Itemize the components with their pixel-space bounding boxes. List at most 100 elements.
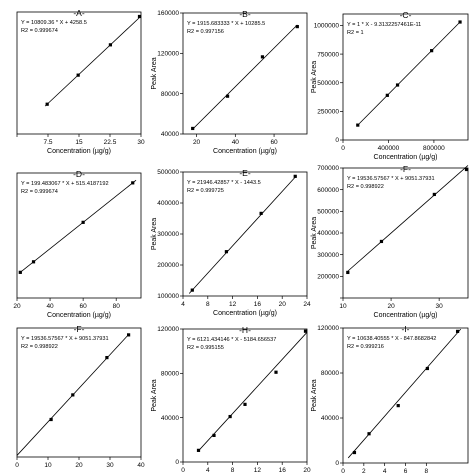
- chart-panel-5: -E- Y = 21946.42857 * X - 1443.5 R2 = 0.99…: [151, 168, 311, 317]
- y-tick-label: 0: [335, 137, 339, 144]
- plot-frame: [342, 13, 469, 141]
- x-tick-label: 7.5: [43, 139, 52, 146]
- plot-frame: [182, 328, 308, 463]
- r-squared-label: R2 = 1: [347, 30, 364, 36]
- chart-panel-7: -F- Y = 19536.57567 * X + 9051.37931 R2 = …: [15, 324, 145, 469]
- y-axis-label: Peak Area: [151, 218, 158, 250]
- data-point: [367, 432, 371, 436]
- chart-panel-1: -A- Y = 10809.36 * X + 4258.5 R2 = 0.99967…: [16, 8, 145, 155]
- chart-panel-3: -C- Y = 1 * X - 9.3132257461E-11 R2 = 1 0 40…: [311, 10, 469, 161]
- x-tick-label: 60: [80, 303, 88, 310]
- data-point: [105, 355, 109, 360]
- data-point: [137, 14, 142, 19]
- y-axis-label: Peak Area: [311, 217, 318, 249]
- x-axis-label: Concentration (µg/g): [47, 148, 111, 155]
- regression-line: [188, 175, 297, 294]
- regression-equation: Y = 199.483067 * X + 515.4187192: [21, 181, 109, 187]
- x-tick-label: 2: [362, 468, 366, 474]
- data-point: [225, 94, 230, 98]
- x-tick-label: 40: [46, 303, 54, 310]
- x-tick-label: 800000: [423, 145, 445, 152]
- regression-equation: Y = 10638.40555 * X - 847.8682842: [347, 336, 436, 342]
- y-tick-label: 80000: [161, 91, 179, 98]
- data-point: [31, 260, 36, 264]
- regression-equation: Y = 1915.683333 * X + 10285.5: [187, 21, 265, 27]
- data-point: [425, 366, 429, 371]
- x-axis-label: Concentration (µg/g): [374, 154, 438, 161]
- y-tick-label: 100000: [157, 293, 179, 300]
- y-tick-label: 400000: [157, 200, 179, 207]
- chart-title: -C-: [400, 10, 412, 20]
- y-tick-label: 120000: [317, 325, 339, 332]
- chart-panel-6: -F- Y = 19536.57567 * X + 9051.37931 R2 = …: [311, 164, 469, 319]
- regression-line: [192, 24, 298, 130]
- x-tick-label: 20: [279, 301, 287, 308]
- chart-title: -B-: [239, 9, 251, 19]
- y-tick-label: 300000: [157, 231, 179, 238]
- data-point: [224, 250, 228, 254]
- chart-panel-9: -I- Y = 10638.40555 * X - 847.8682842 R2 =…: [311, 324, 469, 474]
- x-tick-label: 40: [232, 139, 240, 146]
- r-squared-label: R2 = 0.999674: [21, 189, 58, 195]
- regression-equation: Y = 10809.36 * X + 4258.5: [21, 20, 87, 26]
- r-squared-label: R2 = 0.998922: [347, 184, 384, 190]
- y-tick-label: 80000: [321, 370, 339, 377]
- data-point: [260, 55, 265, 59]
- x-axis-label: Concentration (µg/g): [374, 312, 438, 319]
- x-tick-label: 0: [181, 467, 185, 474]
- chart-panel-8: -H- Y = 6121.434146 * X - 5184.656537 R2 =…: [151, 325, 311, 474]
- y-axis-label: Peak Area: [311, 379, 318, 411]
- x-tick-label: 0: [15, 462, 19, 469]
- r-squared-label: R2 = 0.995155: [187, 345, 224, 351]
- x-tick-label: 8: [425, 468, 429, 474]
- data-point: [127, 333, 131, 337]
- chart-title: -I-: [401, 324, 409, 334]
- y-tick-label: 500000: [157, 169, 179, 176]
- x-tick-label: 20: [193, 139, 201, 146]
- data-point: [293, 174, 297, 178]
- regression-line: [347, 165, 469, 272]
- x-axis-label: Concentration (µg/g): [213, 148, 277, 155]
- x-tick-label: 10: [339, 303, 347, 310]
- y-tick-label: 40000: [161, 415, 179, 422]
- y-tick-label: 1000000: [314, 23, 340, 30]
- plot-frame: [16, 172, 142, 299]
- regression-line: [44, 15, 142, 107]
- x-tick-label: 40: [137, 462, 145, 469]
- chart-title: -A-: [73, 8, 85, 18]
- data-point: [432, 192, 436, 197]
- y-tick-label: 160000: [157, 10, 179, 17]
- y-tick-label: 300000: [317, 252, 339, 259]
- x-tick-label: 22.5: [104, 139, 117, 146]
- x-tick-label: 12: [229, 301, 237, 308]
- data-point: [108, 43, 113, 47]
- regression-equation: Y = 19536.57567 * X + 9051.37931: [21, 336, 109, 342]
- y-tick-label: 500000: [317, 209, 339, 216]
- chart-title: -E-: [239, 168, 251, 178]
- data-point: [385, 93, 389, 97]
- data-point: [430, 49, 434, 53]
- x-tick-label: 4: [383, 468, 387, 474]
- r-squared-label: R2 = 0.997156: [187, 29, 224, 35]
- x-tick-label: 20: [387, 303, 395, 310]
- y-tick-label: 120000: [157, 51, 179, 58]
- x-tick-label: 12: [254, 467, 262, 474]
- data-point: [49, 417, 53, 422]
- y-tick-label: 0: [335, 460, 339, 467]
- regression-equation: Y = 6121.434146 * X - 5184.656537: [187, 337, 276, 343]
- y-tick-label: 250000: [317, 109, 339, 116]
- y-axis-label: Peak Area: [151, 57, 158, 89]
- x-tick-label: 60: [270, 139, 278, 146]
- plot-frame: [182, 12, 308, 135]
- regression-equation: Y = 1 * X - 9.3132257461E-11: [347, 22, 421, 28]
- x-tick-label: 4: [206, 467, 210, 474]
- data-point: [131, 181, 135, 185]
- x-tick-label: 4: [181, 301, 185, 308]
- r-squared-label: R2 = 0.999725: [187, 188, 224, 194]
- regression-equation: Y = 19536.57567 * X + 9051.37931: [347, 176, 435, 182]
- data-point: [379, 239, 384, 244]
- data-point: [190, 288, 194, 292]
- y-tick-label: 700000: [317, 165, 339, 172]
- regression-line: [198, 332, 308, 452]
